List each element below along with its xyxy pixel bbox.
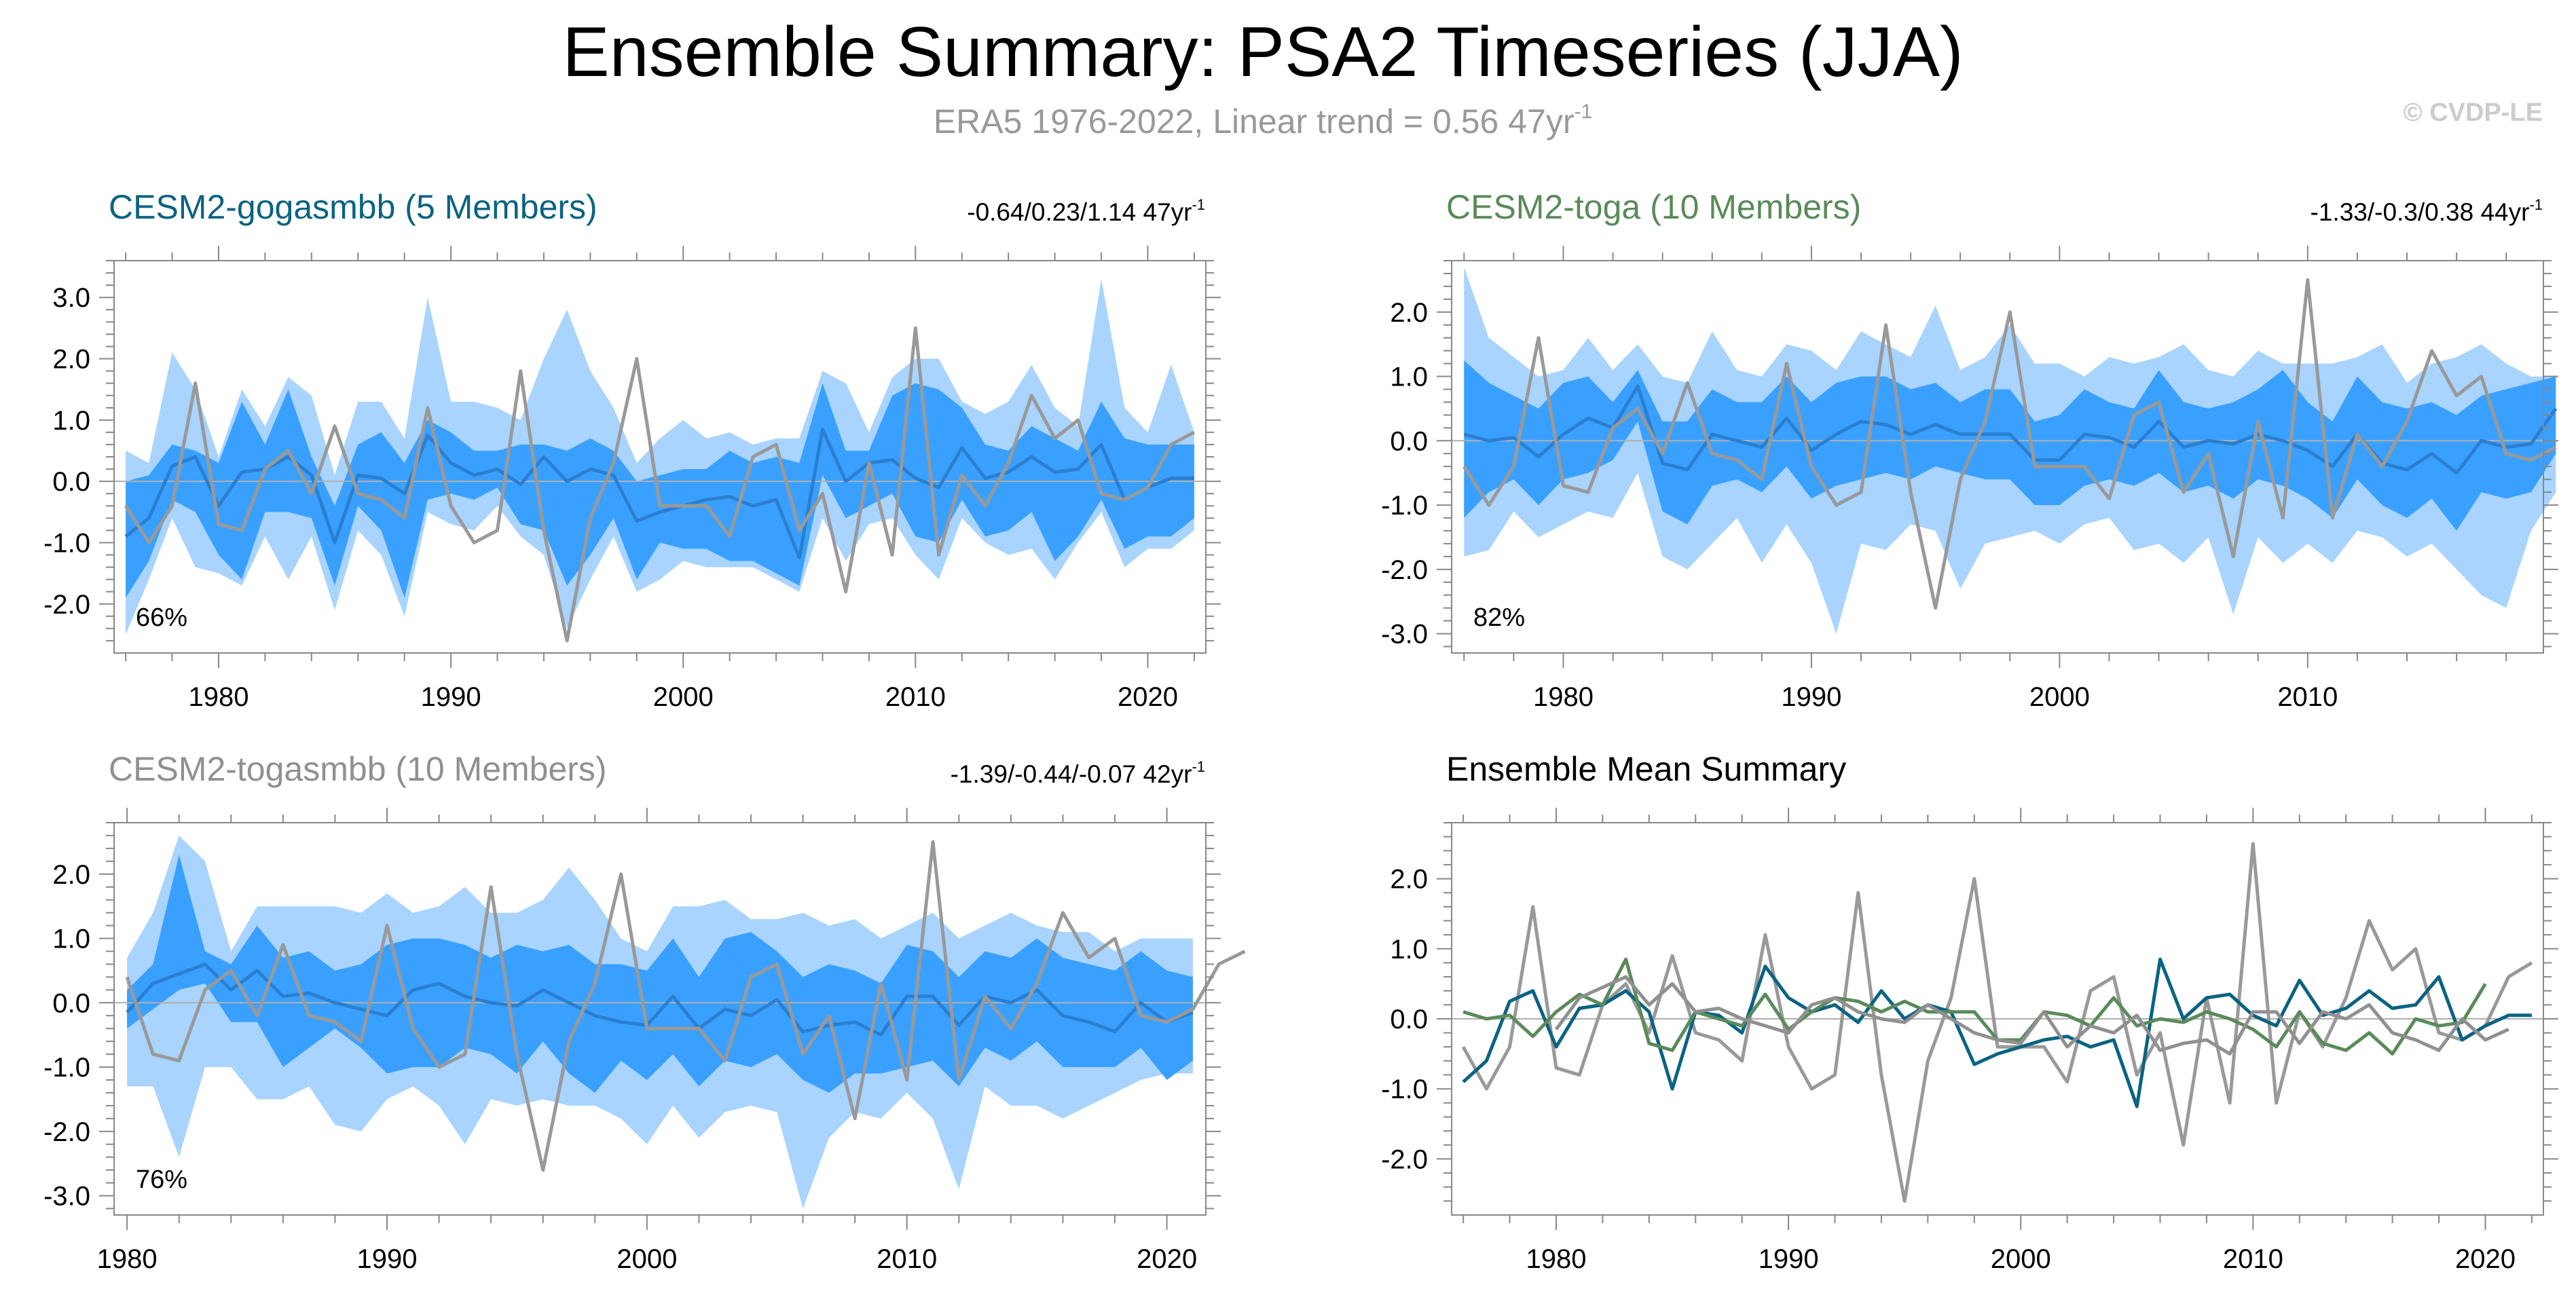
plot-frame (1451, 260, 2544, 654)
observed-line (124, 326, 1196, 643)
x-tick-label: 1980 (1526, 1244, 1586, 1274)
plot-area: -2.0 -1.0 0.0 1.0 2.0 1980 1990 2000 2010 2020 (1381, 808, 2558, 1274)
y-tick-label: 1.0 (1390, 362, 1428, 392)
x-tick-label: 1990 (421, 682, 481, 712)
x-tick-label: 2020 (1118, 682, 1178, 712)
x-tick-label: 2000 (1991, 1244, 2051, 1274)
panel-gogasmbb: CESM2-gogasmbb (5 Members) -0.64/0.23/1.… (43, 188, 1221, 712)
y-tick-label: 0.0 (52, 988, 90, 1018)
plot-area: -3.0 -2.0 -1.0 0.0 1.0 2.0 1980 1990 2000 2010 202… (43, 808, 1246, 1274)
y-tick-label: -3.0 (43, 1182, 90, 1212)
percent-label: 76% (136, 1165, 187, 1194)
panel-togasmbb: CESM2-togasmbb (10 Members) -1.39/-0.44/… (43, 750, 1246, 1274)
x-tick-label: 2020 (2455, 1244, 2516, 1274)
panel-title: Ensemble Mean Summary (1446, 750, 1846, 788)
x-tick-label: 2000 (2029, 682, 2090, 712)
percent-label: 66% (136, 603, 187, 632)
ensemble-mean-line (124, 427, 1194, 560)
y-tick-label: 1.0 (52, 924, 90, 954)
observed-line (125, 840, 1246, 1172)
y-tick-label: 2.0 (52, 860, 90, 890)
trend-sup: -1 (1192, 196, 1205, 213)
x-tick-label: 2010 (2277, 682, 2338, 712)
y-tick-label: -2.0 (43, 1117, 90, 1147)
y-tick-label: -2.0 (1381, 1144, 1428, 1174)
y-tick-label: 0.0 (52, 467, 90, 497)
x-tick-label: 1990 (1781, 682, 1841, 712)
plot-area: -2.0 -1.0 0.0 1.0 2.0 3.0 1980 1990 2000 2010 2020 (43, 246, 1221, 712)
x-tick-label: 1980 (1533, 682, 1594, 712)
trend-label: -0.64/0.23/1.14 47yr-1 (967, 196, 1205, 226)
panel-title: CESM2-togasmbb (10 Members) (109, 750, 607, 788)
figure-subtitle: ERA5 1976-2022, Linear trend = 0.56 47yr… (934, 100, 1592, 141)
series-line-cesm2-togasmbb (1554, 975, 2509, 1056)
plot-frame (113, 822, 1207, 1216)
series-line-cesm2-gogasmbb (1462, 957, 2532, 1108)
panel-title: CESM2-toga (10 Members) (1446, 188, 1861, 226)
credit-label: © CVDP-LE (2404, 98, 2543, 127)
y-tick-label: 2.0 (1390, 865, 1428, 895)
trend-sup: -1 (2529, 196, 2543, 213)
plot-area: -3.0 -2.0 -1.0 0.0 1.0 2.0 1980 1990 2000 2010 (1381, 246, 2558, 712)
y-tick-label: 2.0 (1390, 298, 1428, 328)
trend-label: -1.33/-0.3/0.38 44yr-1 (2311, 196, 2543, 226)
x-tick-label: 2020 (1137, 1244, 1197, 1274)
inner-range-band (1464, 360, 2556, 531)
trend-sup: -1 (1192, 758, 1205, 775)
figure-title: Ensemble Summary: PSA2 Timeseries (JJA) (562, 13, 1963, 92)
y-tick-label: 1.0 (52, 406, 90, 436)
x-tick-label: 1990 (1759, 1244, 1819, 1274)
y-tick-label: 3.0 (52, 283, 90, 313)
y-tick-label: 0.0 (1390, 426, 1428, 456)
y-tick-label: -1.0 (43, 528, 90, 558)
plot-frame (113, 260, 1207, 654)
y-tick-label: 2.0 (52, 345, 90, 375)
x-tick-label: 2000 (617, 1244, 677, 1274)
x-tick-label: 1980 (188, 682, 249, 712)
figure-subtitle-text: ERA5 1976-2022, Linear trend = 0.56 47yr (934, 102, 1575, 141)
panel-summary: Ensemble Mean Summary -2.0 -1.0 0.0 1.0 2.0 1… (1381, 750, 2558, 1274)
plot-frame (1451, 822, 2544, 1216)
trend-text: -1.33/-0.3/0.38 44yr (2311, 198, 2530, 226)
x-tick-label: 1990 (357, 1244, 418, 1274)
ensemble-mean-line (126, 963, 1194, 1037)
y-tick-label: -3.0 (1381, 620, 1428, 650)
trend-text: -1.39/-0.44/-0.07 42yr (951, 760, 1192, 788)
x-tick-label: 1980 (97, 1244, 158, 1274)
inner-range-band (127, 855, 1193, 1093)
y-tick-label: 1.0 (1390, 935, 1428, 965)
y-tick-label: -1.0 (1381, 1075, 1428, 1104)
y-tick-label: -1.0 (1381, 491, 1428, 521)
panel-toga: CESM2-toga (10 Members) -1.33/-0.3/0.38 … (1381, 188, 2558, 712)
trend-label: -1.39/-0.44/-0.07 42yr-1 (951, 758, 1205, 788)
y-tick-label: -1.0 (43, 1053, 90, 1083)
x-tick-label: 2010 (2223, 1244, 2283, 1274)
x-tick-label: 2000 (653, 682, 714, 712)
trend-text: -0.64/0.23/1.14 47yr (967, 198, 1192, 226)
y-tick-label: -2.0 (1381, 555, 1428, 585)
x-tick-label: 2010 (877, 1244, 937, 1274)
y-tick-label: 0.0 (1390, 1005, 1428, 1034)
y-tick-label: -2.0 (43, 590, 90, 620)
panel-title: CESM2-gogasmbb (5 Members) (109, 188, 597, 226)
x-tick-label: 2010 (885, 682, 946, 712)
observed-line (1462, 278, 2557, 610)
percent-label: 82% (1473, 603, 1525, 632)
figure-subtitle-sup: -1 (1575, 100, 1593, 123)
